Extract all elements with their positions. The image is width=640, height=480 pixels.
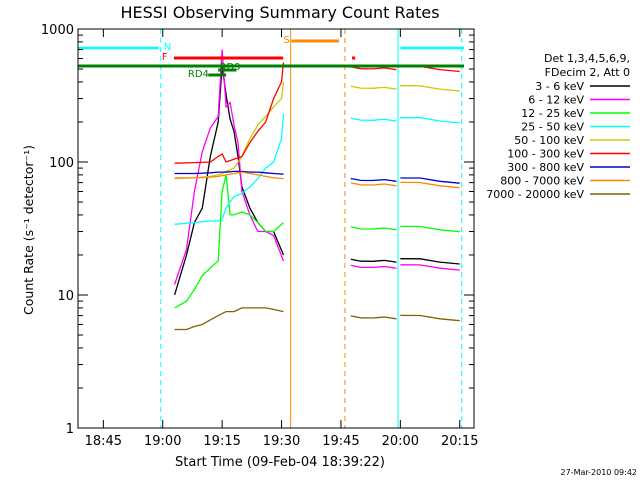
y-tick-label-2: 100 — [49, 156, 74, 171]
x-tick-label-1: 19:00 — [144, 434, 181, 449]
legend-label-2: 12 - 25 keV — [521, 107, 584, 120]
legend-label-6: 300 - 800 keV — [507, 161, 584, 174]
x-tick-label-3: 19:30 — [263, 434, 300, 449]
series-line-post-1 — [350, 264, 397, 269]
footer-stamp: 27-Mar-2010 09:42 — [561, 468, 638, 477]
series-line-1 — [173, 49, 285, 285]
series-line-late-0 — [400, 258, 460, 265]
series-line-late-6 — [400, 177, 460, 184]
series-line-late-4 — [400, 85, 460, 92]
legend-label-3: 25 - 50 keV — [521, 121, 584, 134]
series-line-late-8 — [400, 314, 460, 322]
series-line-post-5 — [350, 66, 397, 71]
series-line-post-4 — [350, 85, 397, 90]
series-line-5 — [174, 62, 285, 164]
legend-label-0: 3 - 6 keV — [535, 80, 584, 93]
panel-label-3: RD9 — [220, 62, 241, 73]
plot-frame — [77, 28, 475, 429]
legend-label-1: 6 - 12 keV — [528, 94, 584, 107]
series-line-6 — [174, 170, 284, 175]
series-line-late-3 — [400, 117, 460, 124]
series-line-post-6 — [350, 177, 397, 182]
legend-label-4: 50 - 100 keV — [514, 134, 584, 147]
series-line-4 — [174, 81, 285, 180]
series-line-2 — [174, 174, 284, 309]
x-tick-label-5: 20:00 — [382, 434, 419, 449]
x-tick-label-6: 20:15 — [441, 434, 478, 449]
panel-label-4: RD4 — [188, 69, 209, 80]
overlay-layer: NF S RD9 RD4 — [78, 29, 464, 428]
series-line-0 — [173, 65, 285, 296]
axis-layer: 18:45 19:00 19:15 19:30 19:45 20:00 20:15 1 10 10… — [41, 23, 479, 449]
y-tick-label-3: 1000 — [41, 23, 74, 38]
legend-header-line-1: Det 1,3,4,5,6,9, — [544, 52, 630, 65]
legend-label-5: 100 - 300 keV — [507, 148, 584, 161]
series-line-post-2 — [350, 226, 397, 231]
panel-label-1: F — [162, 52, 168, 63]
series-line-late-2 — [400, 225, 460, 233]
x-axis-label: Start Time (09-Feb-04 18:39:22) — [175, 455, 385, 470]
series-line-post-7 — [350, 182, 397, 187]
x-tick-label-0: 18:45 — [85, 434, 122, 449]
panel-label-2: S — [284, 35, 290, 46]
y-tick-label-0: 1 — [66, 422, 74, 437]
legend: Det 1,3,4,5,6,9, FDecim 2, Att 0 3 - 6 k… — [486, 52, 630, 201]
series-line-post-3 — [350, 117, 397, 122]
series-line-8 — [174, 307, 284, 331]
x-tick-label-2: 19:15 — [203, 434, 240, 449]
series-line-late-1 — [400, 264, 460, 271]
chart-title: HESSI Observing Summary Count Rates — [120, 3, 439, 22]
series-line-post-0 — [350, 258, 397, 263]
series-line-late-7 — [400, 181, 460, 189]
x-tick-label-4: 19:45 — [322, 434, 359, 449]
series-line-post-8 — [350, 315, 397, 320]
panel-label-0: N — [164, 42, 171, 53]
legend-header-line-2: FDecim 2, Att 0 — [545, 66, 630, 79]
legend-label-7: 800 - 7000 keV — [500, 175, 584, 188]
series-line-7 — [174, 171, 284, 180]
y-axis-label: Count Rate (s⁻¹ detector⁻¹) — [21, 145, 36, 315]
series-line-3 — [174, 113, 285, 225]
series-layer — [173, 49, 460, 331]
legend-label-8: 7000 - 20000 keV — [486, 188, 584, 201]
y-tick-label-1: 10 — [57, 289, 74, 304]
